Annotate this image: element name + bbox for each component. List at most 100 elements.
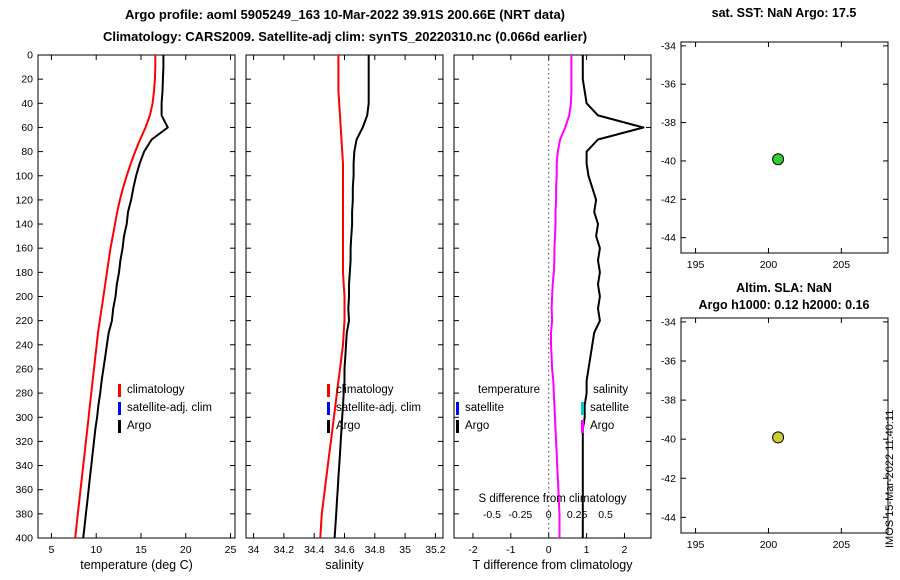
satellite-temperature-swatch (456, 401, 459, 415)
legend-header-salinity: salinity (593, 384, 629, 396)
salinity-profile-xtick-label: 34.8 (365, 544, 386, 556)
sla-map-title-line2: Argo h1000: 0.12 h2000: 0.16 (698, 298, 870, 312)
temperature-profile-ytick-label: 300 (15, 412, 33, 424)
legend-item-satellite-temperature: satellite (456, 399, 540, 417)
temperature-profile-ytick-label: 380 (15, 508, 33, 520)
sst-map-ytick-label: -36 (661, 79, 676, 91)
sst-map-ytick-label: -42 (661, 194, 676, 206)
s-difference-tick-label: -0.25 (508, 509, 532, 521)
salinity-profile-xtick-label: 34 (248, 544, 260, 556)
difference-profile-xtick-label: -2 (468, 544, 477, 556)
temperature-legend: climatology satellite-adj. clim Argo (118, 381, 212, 435)
difference-legend-salinity-column: salinity satellite Argo (581, 381, 629, 435)
legend-label: satellite-adj. clim (336, 402, 421, 414)
legend-item-satellite-salinity: satellite (581, 399, 629, 417)
salinity-profile-xtick-label: 34.4 (304, 544, 325, 556)
temperature-profile-xtick-label: 25 (225, 544, 237, 556)
sla-map-ytick-label: -34 (661, 316, 676, 328)
sst-map-axes-box (680, 41, 889, 254)
sla-map-ytick-label: -44 (661, 512, 676, 524)
legend-item-argo-temperature: Argo (456, 417, 540, 435)
legend-item-climatology: climatology (327, 381, 421, 399)
sst-map-xtick-label: 200 (760, 259, 778, 271)
temperature-profile-xtick-label: 5 (49, 544, 55, 556)
salinity-profile-xlabel: salinity (325, 558, 364, 572)
legend-item-argo: Argo (118, 417, 212, 435)
difference-profile-panel: -2 -1 0 1 2 T difference from climatology S di… (453, 54, 652, 572)
salinity-profile-panel: 34 34.2 34.4 34.6 34.8 35 35.2 salinity (245, 54, 446, 572)
temperature-profile-xtick-label: 10 (90, 544, 102, 556)
sla-map-title-line1: Altim. SLA: NaN (736, 281, 832, 295)
legend-header-temperature: temperature (478, 384, 541, 396)
temperature-profile-ytick-label: 160 (15, 243, 33, 255)
sst-map-ytick-label: -40 (661, 155, 676, 167)
legend-label: Argo (590, 420, 615, 432)
climatology-line-swatch (327, 383, 330, 397)
sst-map-panel: 195 200 205 -34 -36 -38 -40 -42 -44 (661, 40, 889, 271)
sst-map-xtick-label: 205 (833, 259, 851, 271)
figure-title-line1: Argo profile: aoml 5905249_163 10-Mar-20… (124, 7, 566, 22)
sla-map-ytick-label: -36 (661, 356, 676, 368)
sla-map-xtick-label: 205 (833, 539, 851, 551)
sla-map-axes-box (680, 317, 889, 534)
temperature-profile-ytick-label: 320 (15, 436, 33, 448)
s-difference-axis-label: S difference from climatology (478, 493, 626, 505)
s-difference-tick-label: 0.25 (567, 509, 588, 521)
legend-item-argo: Argo (327, 417, 421, 435)
figure-title-line2: Climatology: CARS2009. Satellite-adj cli… (102, 29, 588, 44)
temperature-profile-ytick-label: 20 (21, 74, 33, 86)
temperature-profile-ytick-label: 40 (21, 98, 33, 110)
sst-map-ytick-label: -34 (661, 40, 676, 52)
temperature-profile-ytick-label: 80 (21, 146, 33, 158)
s-difference-tick-label: 0.5 (598, 509, 613, 521)
sst-map-title: sat. SST: NaN Argo: 17.5 (711, 6, 857, 20)
climatology-line (74, 55, 157, 539)
argo-line-swatch (118, 419, 121, 433)
temperature-profile-xtick-label: 20 (180, 544, 192, 556)
satellite-adj-clim-line-swatch (118, 401, 121, 415)
argo-position-sst-marker (772, 153, 785, 166)
sla-map-xtick-label: 195 (687, 539, 705, 551)
legend-label: climatology (336, 384, 394, 396)
temperature-profile-ytick-label: 0 (27, 50, 33, 62)
s-difference-tick-label: -0.5 (483, 509, 501, 521)
temperature-profile-ytick-label: 340 (15, 460, 33, 472)
s-difference-tick-label: 0 (546, 509, 552, 521)
sla-map-ytick-label: -38 (661, 395, 676, 407)
salinity-legend: climatology satellite-adj. clim Argo (327, 381, 421, 435)
legend-label: Argo (465, 420, 490, 432)
salinity-profile-xtick-label: 34.6 (334, 544, 355, 556)
legend-label: Argo (127, 420, 152, 432)
temperature-profile-ytick-label: 180 (15, 267, 33, 279)
argo-salinity-swatch (581, 419, 584, 433)
legend-label: satellite-adj. clim (127, 402, 212, 414)
difference-profile-xlabel: T difference from climatology (472, 558, 633, 572)
legend-item-satellite-adj-clim: satellite-adj. clim (118, 399, 212, 417)
climatology-line (319, 55, 346, 539)
difference-profile-xtick-label: 1 (584, 544, 590, 556)
t-difference-line (581, 55, 645, 538)
legend-item-argo-salinity: Argo (581, 417, 629, 435)
temperature-profile-ytick-label: 360 (15, 484, 33, 496)
temperature-profile-ytick-label: 200 (15, 291, 33, 303)
climatology-line-swatch (118, 383, 121, 397)
legend-label: satellite (465, 402, 504, 414)
salinity-profile-xtick-label: 35.2 (425, 544, 446, 556)
temperature-profile-ytick-label: 140 (15, 219, 33, 231)
temperature-profile-ytick-label: 120 (15, 194, 33, 206)
sla-map-panel: 195 200 205 -34 -36 -38 -40 -42 -44 (661, 316, 889, 551)
sst-map-ytick-label: -38 (661, 117, 676, 129)
s-difference-line (550, 55, 573, 538)
difference-profile-xtick-label: 0 (546, 544, 552, 556)
satellite-salinity-swatch (581, 401, 584, 415)
temperature-profile-ytick-label: 220 (15, 315, 33, 327)
temperature-profile-xtick-label: 15 (135, 544, 147, 556)
legend-label: Argo (336, 420, 361, 432)
difference-legend-temperature-column: temperature satellite Argo (456, 381, 540, 435)
salinity-profile-xtick-label: 35 (399, 544, 411, 556)
satellite-adj-clim-line-swatch (327, 401, 330, 415)
sst-map-ytick-label: -44 (661, 232, 676, 244)
temperature-profile-axes-box (37, 54, 236, 539)
